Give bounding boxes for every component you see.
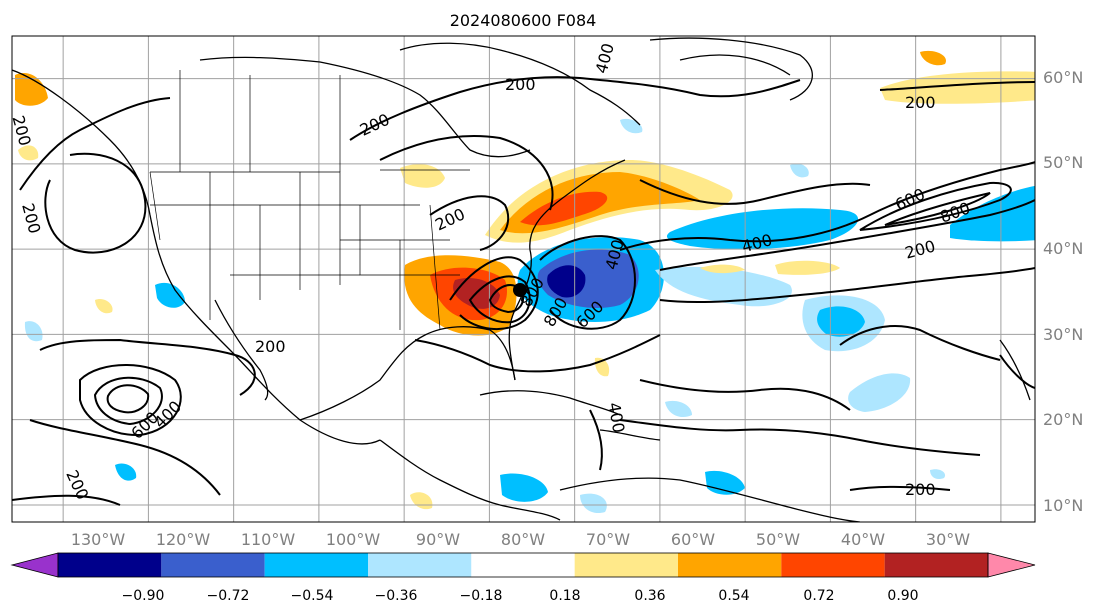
- contour-label: 200: [9, 113, 35, 147]
- colorbar-tick-label: −0.36: [375, 588, 418, 604]
- colorbar-segment: [471, 553, 575, 577]
- lat-label: 50°N: [1043, 153, 1083, 172]
- colorbar-tick-label: 0.72: [803, 588, 834, 604]
- colorbar-extend-low: [10, 552, 59, 578]
- colorbar-tick-label: −0.90: [122, 588, 165, 604]
- colorbar-tick-label: 0.18: [549, 588, 580, 604]
- colorbar: [10, 552, 1036, 578]
- map-title: 2024080600 F084: [450, 11, 597, 30]
- lon-label: 120°W: [156, 530, 211, 549]
- lon-label: 100°W: [326, 530, 381, 549]
- longitude-labels: 130°W 120°W 110°W 100°W 90°W 80°W 70°W 6…: [71, 530, 970, 549]
- lon-label: 80°W: [501, 530, 545, 549]
- contour-label: 200: [255, 337, 286, 356]
- coastlines: [12, 37, 1031, 522]
- lon-label: 30°W: [926, 530, 970, 549]
- colorbar-tick-label: 0.36: [634, 588, 665, 604]
- lat-label: 40°N: [1043, 239, 1083, 258]
- lon-label: 50°W: [756, 530, 800, 549]
- colorbar-extend-high: [987, 552, 1036, 578]
- lon-label: 60°W: [671, 530, 715, 549]
- colorbar-tick-label: −0.54: [291, 588, 334, 604]
- gridlines: [12, 36, 1035, 522]
- contour-label: 200: [905, 93, 936, 112]
- lat-label: 60°N: [1043, 68, 1083, 87]
- colorbar-segment: [368, 553, 472, 577]
- lon-label: 40°W: [841, 530, 885, 549]
- lon-label: 70°W: [586, 530, 630, 549]
- colorbar-segment: [781, 553, 885, 577]
- contour-lines: [12, 76, 1035, 506]
- colorbar-tick-label: −0.72: [207, 588, 250, 604]
- lon-label: 110°W: [241, 530, 296, 549]
- map-frame: [11, 35, 1036, 523]
- colorbar-labels: −0.90 −0.72 −0.54 −0.36 −0.18 0.18 0.36 …: [122, 588, 919, 604]
- lat-label: 30°N: [1043, 325, 1083, 344]
- state-borders: [149, 70, 470, 331]
- lat-label: 20°N: [1043, 410, 1083, 429]
- contour-label: 200: [905, 480, 936, 499]
- colorbar-tick-label: 0.54: [718, 588, 749, 604]
- colorbar-segment: [884, 553, 988, 577]
- colorbar-tick-label: −0.18: [460, 588, 503, 604]
- lat-label: 10°N: [1043, 496, 1083, 515]
- lon-label: 130°W: [71, 530, 126, 549]
- contour-label: 200: [505, 75, 536, 94]
- colorbar-segment: [161, 553, 265, 577]
- colorbar-segment: [574, 553, 678, 577]
- storm-center-marker: [513, 283, 527, 297]
- colorbar-segment: [58, 553, 162, 577]
- map-panel: 200 200 200 200 200 200 200 200 200 200 …: [9, 35, 1036, 523]
- colorbar-segment: [678, 553, 782, 577]
- latitude-labels: 60°N 50°N 40°N 30°N 20°N 10°N: [1043, 68, 1083, 515]
- colorbar-outline: [57, 552, 989, 578]
- lon-label: 90°W: [416, 530, 460, 549]
- colorbar-tick-label: 0.90: [887, 588, 918, 604]
- colorbar-segment: [264, 553, 368, 577]
